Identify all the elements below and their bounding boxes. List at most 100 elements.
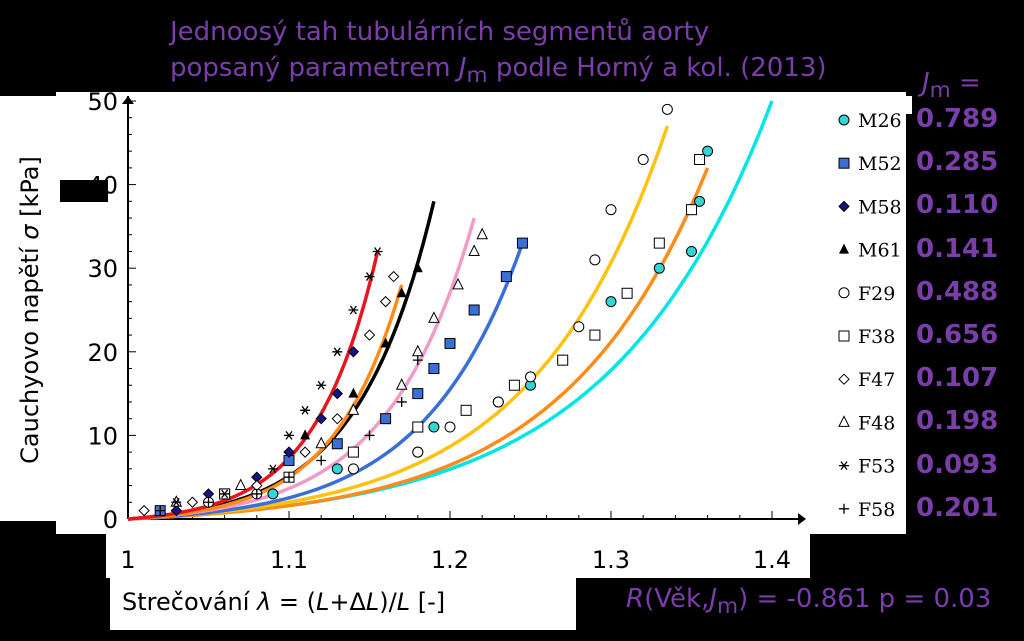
data-point-f53 xyxy=(316,380,327,390)
legend-marker-m26 xyxy=(838,114,850,126)
data-point-f29 xyxy=(347,463,359,475)
x-tick-label: 1.3 xyxy=(592,546,630,574)
data-point-f48 xyxy=(234,478,247,491)
data-point-f47 xyxy=(363,329,376,341)
stat-sub: m xyxy=(716,594,739,620)
data-point-f48 xyxy=(395,378,408,390)
data-point-f47 xyxy=(138,504,150,517)
stat-R: R xyxy=(626,584,645,614)
legend-label-m26: M26 xyxy=(858,110,902,132)
title-var: J xyxy=(458,53,467,83)
ylabel-pre: Cauchyovo napětí xyxy=(16,239,44,464)
chart-title: Jednoosý tah tubulárních segmentů aorty … xyxy=(170,14,890,94)
x-tick-label: 1.4 xyxy=(753,546,791,574)
data-point-m26 xyxy=(686,245,697,257)
data-point-f29 xyxy=(412,446,424,458)
data-point-f47 xyxy=(186,496,199,508)
legend-marker-m61 xyxy=(839,243,849,254)
jm-header: Jm = xyxy=(922,68,981,103)
data-point-f38 xyxy=(347,446,359,458)
jm-value-f38: 0.656 xyxy=(916,320,999,350)
title-sub: m xyxy=(466,63,488,89)
data-point-f53 xyxy=(267,464,278,474)
data-point-m52 xyxy=(331,438,343,450)
xlabel-close: )/ xyxy=(379,588,397,616)
jm-value-f47: 0.107 xyxy=(916,363,999,394)
jm-value-m58: 0.110 xyxy=(916,190,999,221)
data-point-f48 xyxy=(452,277,464,290)
data-point-f47 xyxy=(387,270,400,283)
data-point-m26 xyxy=(702,145,714,157)
title-line-1: Jednoosý tah tubulárních segmentů aorty xyxy=(170,17,710,47)
legend-label-f53: F53 xyxy=(858,456,895,478)
data-point-f58 xyxy=(284,472,294,483)
data-point-f29 xyxy=(492,396,504,408)
data-point-f53 xyxy=(219,489,230,499)
jm-value-m52: 0.285 xyxy=(916,147,999,178)
xlabel-sym: λ xyxy=(257,588,272,616)
data-point-m58 xyxy=(283,446,295,458)
y-tick-label: 10 xyxy=(87,422,118,450)
xtick-background xyxy=(106,534,810,578)
legend-label-m58: M58 xyxy=(858,196,902,218)
data-point-f58 xyxy=(364,430,375,441)
jm-value-f48: 0.198 xyxy=(916,406,999,437)
data-point-f58 xyxy=(396,396,407,407)
legend-marker-m58 xyxy=(838,200,850,213)
data-point-f29 xyxy=(637,154,649,166)
data-point-m26 xyxy=(653,262,665,274)
legend-pad xyxy=(862,96,912,114)
legend-marker-f47 xyxy=(838,373,850,385)
data-point-m52 xyxy=(428,363,440,375)
data-point-f53 xyxy=(348,305,359,315)
data-point-f38 xyxy=(694,154,706,166)
x-axis-label: Strečování λ = (L+ΔL)/L [-] xyxy=(122,588,445,616)
data-point-f48 xyxy=(428,311,440,323)
y-tick-label: 30 xyxy=(87,255,118,283)
legend-label-f47: F47 xyxy=(858,369,895,391)
xlabel-L3: L xyxy=(396,588,411,616)
data-point-f38 xyxy=(412,421,424,433)
y-axis-arrow xyxy=(122,96,134,104)
data-point-m26 xyxy=(694,195,706,207)
x-tick-label: 1.2 xyxy=(431,546,469,574)
data-point-f29 xyxy=(573,321,585,333)
data-point-m61 xyxy=(396,287,407,298)
x-tick-label: 1.1 xyxy=(270,546,308,574)
legend-marker-f53 xyxy=(839,461,849,470)
data-point-m52 xyxy=(500,271,512,283)
data-point-m52 xyxy=(468,304,480,316)
data-point-m52 xyxy=(444,337,456,349)
legend-label-f29: F29 xyxy=(858,283,895,305)
x-tick-label: 1 xyxy=(120,546,135,574)
data-point-f29 xyxy=(661,103,673,115)
xlabel-background xyxy=(110,578,576,630)
jm-value-m61: 0.141 xyxy=(916,233,999,264)
data-point-m26 xyxy=(605,296,617,308)
data-point-f58 xyxy=(251,488,262,499)
legend-label-m52: M52 xyxy=(858,153,902,175)
ylabel-sym: σ xyxy=(16,224,44,240)
data-point-f38 xyxy=(589,329,601,341)
data-point-f58 xyxy=(155,505,166,516)
legend-label-f38: F38 xyxy=(858,326,895,348)
ylabel-unit: [kPa] xyxy=(16,156,44,225)
data-point-f38 xyxy=(460,404,472,416)
jm-header-eq: = xyxy=(950,68,981,98)
legend-marker-f58 xyxy=(839,503,849,514)
data-point-m58 xyxy=(315,412,327,425)
data-point-f29 xyxy=(525,371,536,383)
data-point-f48 xyxy=(468,244,480,256)
data-point-m52 xyxy=(380,413,392,425)
legend-marker-f29 xyxy=(838,287,850,299)
xlabel-unit: [-] xyxy=(410,588,446,616)
legend-label-f58: F58 xyxy=(858,499,895,521)
y-tick-label: 0 xyxy=(103,506,118,534)
y-tick-label: 20 xyxy=(87,339,118,367)
data-point-m52 xyxy=(412,388,424,400)
jm-value-f58: 0.201 xyxy=(916,492,999,523)
data-point-f58 xyxy=(316,455,327,466)
data-point-f38 xyxy=(508,379,520,391)
data-point-m61 xyxy=(300,429,311,440)
data-point-m61 xyxy=(348,387,359,398)
